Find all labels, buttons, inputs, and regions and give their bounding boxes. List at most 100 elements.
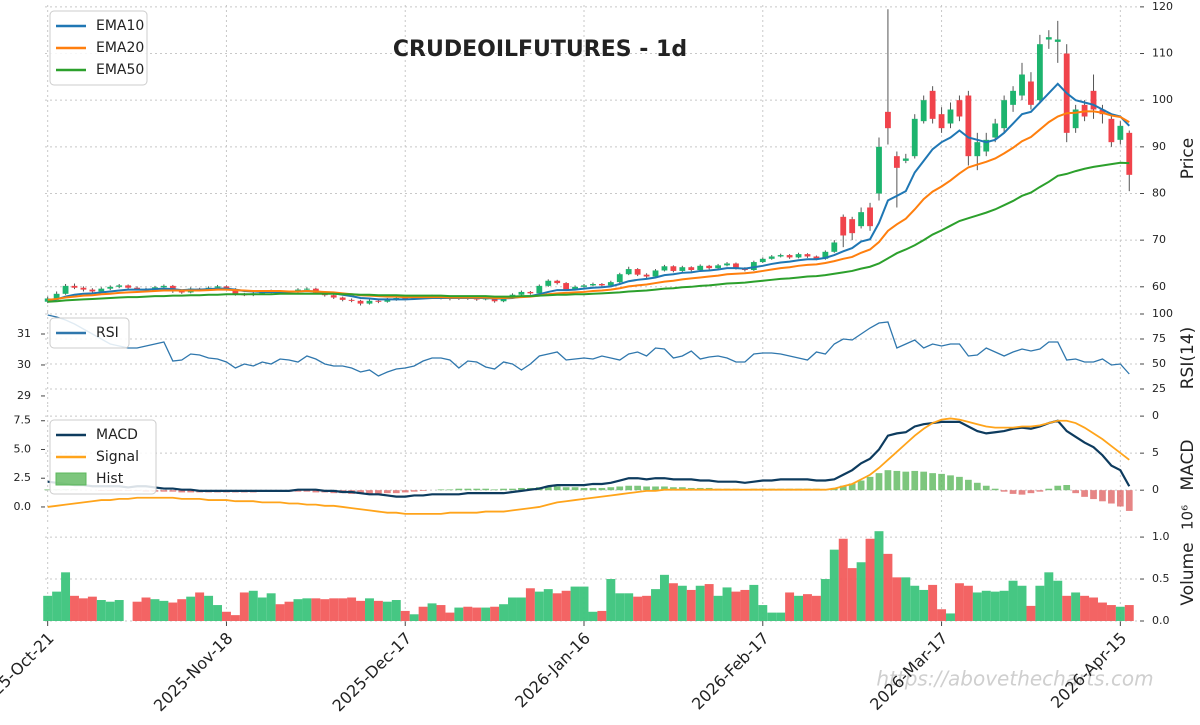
candle-body [89, 289, 96, 292]
y-tick-label: 0.0 [14, 500, 32, 513]
volume-bar [597, 610, 607, 621]
histogram-bar [678, 487, 686, 491]
histogram-bar [1125, 490, 1133, 511]
candle-body [893, 156, 900, 168]
volume-bar [347, 597, 357, 621]
volume-bar [561, 590, 571, 621]
volume-bar [937, 609, 947, 621]
histogram-bar [1054, 485, 1062, 491]
series-line [47, 110, 1130, 301]
y-tick-label: 0 [1152, 483, 1159, 496]
y-tick-label: 90 [1152, 140, 1166, 153]
volume-bar [373, 600, 383, 621]
candle-body [1126, 132, 1133, 175]
series-line [47, 161, 1130, 303]
volume-bar [257, 597, 267, 621]
volume-bar [132, 601, 142, 621]
candle-body [724, 263, 730, 266]
y-tick-label: 25 [1152, 382, 1166, 395]
y-tick-label: 75 [1152, 332, 1166, 345]
histogram-bar [544, 486, 552, 491]
volume-bar [1106, 605, 1116, 621]
candle-body [348, 299, 355, 301]
volume-bar [659, 574, 669, 621]
volume-bar [811, 595, 821, 621]
histogram-bar [375, 490, 382, 494]
volume-bar [365, 598, 374, 621]
candle-body [607, 282, 614, 286]
volume-bar [954, 583, 964, 621]
histogram-bar [553, 486, 561, 491]
histogram-bar [947, 475, 954, 491]
volume-bar [606, 579, 616, 621]
volume-bar [919, 589, 929, 621]
histogram-bar [384, 490, 391, 494]
histogram-bar [437, 489, 445, 491]
candle-body [1054, 39, 1061, 42]
candle-body [1117, 125, 1124, 140]
histogram-bar [1036, 490, 1044, 492]
histogram-bar [973, 482, 981, 491]
volume-bar [427, 603, 437, 621]
volume-bar [195, 592, 205, 621]
histogram-bar [160, 490, 168, 492]
volume-bar [356, 600, 366, 621]
candle-body [518, 291, 525, 295]
candle-body [572, 286, 578, 290]
y-axis-title: Volume [1178, 542, 1198, 605]
y-tick-label: 1.0 [1152, 530, 1170, 543]
candle-body [625, 269, 632, 275]
candle-body [330, 295, 337, 298]
histogram-bar [1009, 490, 1017, 494]
legend-box [49, 317, 130, 349]
volume-bar [302, 598, 312, 621]
candle-body [697, 265, 704, 271]
volume-bar [686, 589, 696, 621]
histogram-bar [509, 488, 516, 491]
volume-bar [1044, 572, 1054, 621]
volume-bar [883, 553, 893, 621]
candle-body [536, 285, 543, 294]
volume-bar [1097, 602, 1107, 621]
volume-bar [963, 585, 973, 621]
histogram-bar [866, 476, 874, 491]
legend-swatch [55, 472, 87, 486]
legend-label: EMA10 [96, 18, 144, 34]
candle-body [688, 267, 695, 271]
histogram-bar [1116, 490, 1124, 507]
volume-bar [213, 605, 222, 621]
histogram-bar [1045, 488, 1053, 491]
volume-bar [490, 606, 500, 621]
candle-body [813, 256, 820, 259]
candle-body [867, 207, 873, 227]
volume-bar [78, 598, 88, 621]
histogram-bar [661, 486, 668, 491]
candle-body [590, 284, 596, 286]
candle-body [581, 285, 587, 287]
candle-body [53, 293, 60, 299]
candle-body [902, 158, 909, 161]
volume-bar [999, 590, 1009, 621]
y-tick-label: 31 [17, 327, 31, 340]
volume-bar [472, 607, 482, 621]
volume-bar [463, 606, 473, 621]
candle-body [125, 285, 132, 288]
histogram-bar [1027, 490, 1035, 494]
candle-body [62, 285, 69, 294]
volume-bar [52, 591, 62, 621]
histogram-bar [178, 490, 186, 493]
volume-bar [96, 600, 106, 621]
candle-body [804, 254, 811, 257]
volume-bar [704, 584, 714, 621]
candle-body [1045, 37, 1052, 40]
volume-bar [758, 605, 768, 621]
histogram-bar [857, 480, 865, 491]
volume-bar [668, 583, 678, 621]
series-line [47, 314, 1130, 377]
histogram-bar [634, 485, 641, 491]
volume-bar [749, 584, 759, 621]
histogram-bar [902, 471, 910, 491]
volume-bar [1062, 595, 1072, 621]
y-tick-label: 120 [1152, 0, 1173, 13]
histogram-bar [500, 488, 507, 491]
